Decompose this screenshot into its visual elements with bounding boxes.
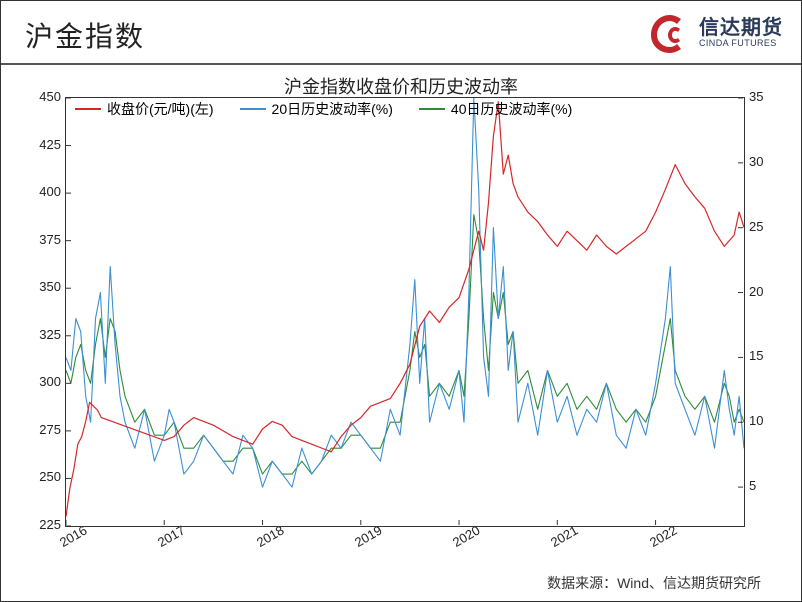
brand-logo: 信达期货 CINDA FUTURES <box>647 11 783 55</box>
y-right-tick: 20 <box>749 284 789 299</box>
legend-item-vol40: 40日历史波动率(%) <box>419 99 572 119</box>
legend-label-vol40: 40日历史波动率(%) <box>451 99 572 119</box>
y-left-tick: 300 <box>21 374 61 389</box>
plot-area <box>65 97 745 527</box>
y-right-tick: 30 <box>749 154 789 169</box>
y-left-tick: 250 <box>21 469 61 484</box>
header-bar: 沪金指数 信达期货 CINDA FUTURES <box>1 7 801 65</box>
y-left-tick: 400 <box>21 184 61 199</box>
page-root: 沪金指数 信达期货 CINDA FUTURES 沪金指数收盘价和历史波动率 收盘… <box>0 0 802 602</box>
chart-legend: 收盘价(元/吨)(左) 20日历史波动率(%) 40日历史波动率(%) <box>75 99 572 119</box>
legend-swatch-close <box>75 108 101 110</box>
legend-item-close: 收盘价(元/吨)(左) <box>75 99 214 119</box>
brand-name-en: CINDA FUTURES <box>699 39 783 48</box>
legend-swatch-vol20 <box>240 108 266 110</box>
y-left-tick: 275 <box>21 422 61 437</box>
y-right-tick: 15 <box>749 348 789 363</box>
y-right-tick: 10 <box>749 413 789 428</box>
y-left-tick: 375 <box>21 232 61 247</box>
legend-swatch-vol40 <box>419 108 445 110</box>
cinda-logo-icon <box>647 11 693 55</box>
y-left-tick: 325 <box>21 327 61 342</box>
series-vol20 <box>66 98 744 487</box>
y-axis-left: 225250275300325350375400425450 <box>21 97 65 527</box>
series-close <box>66 102 744 517</box>
chart-container: 沪金指数收盘价和历史波动率 收盘价(元/吨)(左) 20日历史波动率(%) 40… <box>21 73 781 553</box>
chart-title: 沪金指数收盘价和历史波动率 <box>21 73 781 99</box>
legend-item-vol20: 20日历史波动率(%) <box>240 99 393 119</box>
plot-svg <box>66 98 744 526</box>
y-left-tick: 425 <box>21 137 61 152</box>
legend-label-vol20: 20日历史波动率(%) <box>272 99 393 119</box>
series-vol40 <box>66 215 744 474</box>
y-left-tick: 450 <box>21 89 61 104</box>
y-right-tick: 5 <box>749 478 789 493</box>
x-axis: 2016201720182019202020212022 <box>65 527 745 567</box>
brand-text: 信达期货 CINDA FUTURES <box>699 18 783 48</box>
y-axis-right: 5101520253035 <box>745 97 789 527</box>
brand-name-cn: 信达期货 <box>699 18 783 39</box>
y-left-tick: 225 <box>21 517 61 532</box>
data-source: 数据来源：Wind、信达期货研究所 <box>547 573 761 593</box>
page-title: 沪金指数 <box>25 15 145 55</box>
y-right-tick: 25 <box>749 219 789 234</box>
y-right-tick: 35 <box>749 89 789 104</box>
legend-label-close: 收盘价(元/吨)(左) <box>107 99 214 119</box>
y-left-tick: 350 <box>21 279 61 294</box>
